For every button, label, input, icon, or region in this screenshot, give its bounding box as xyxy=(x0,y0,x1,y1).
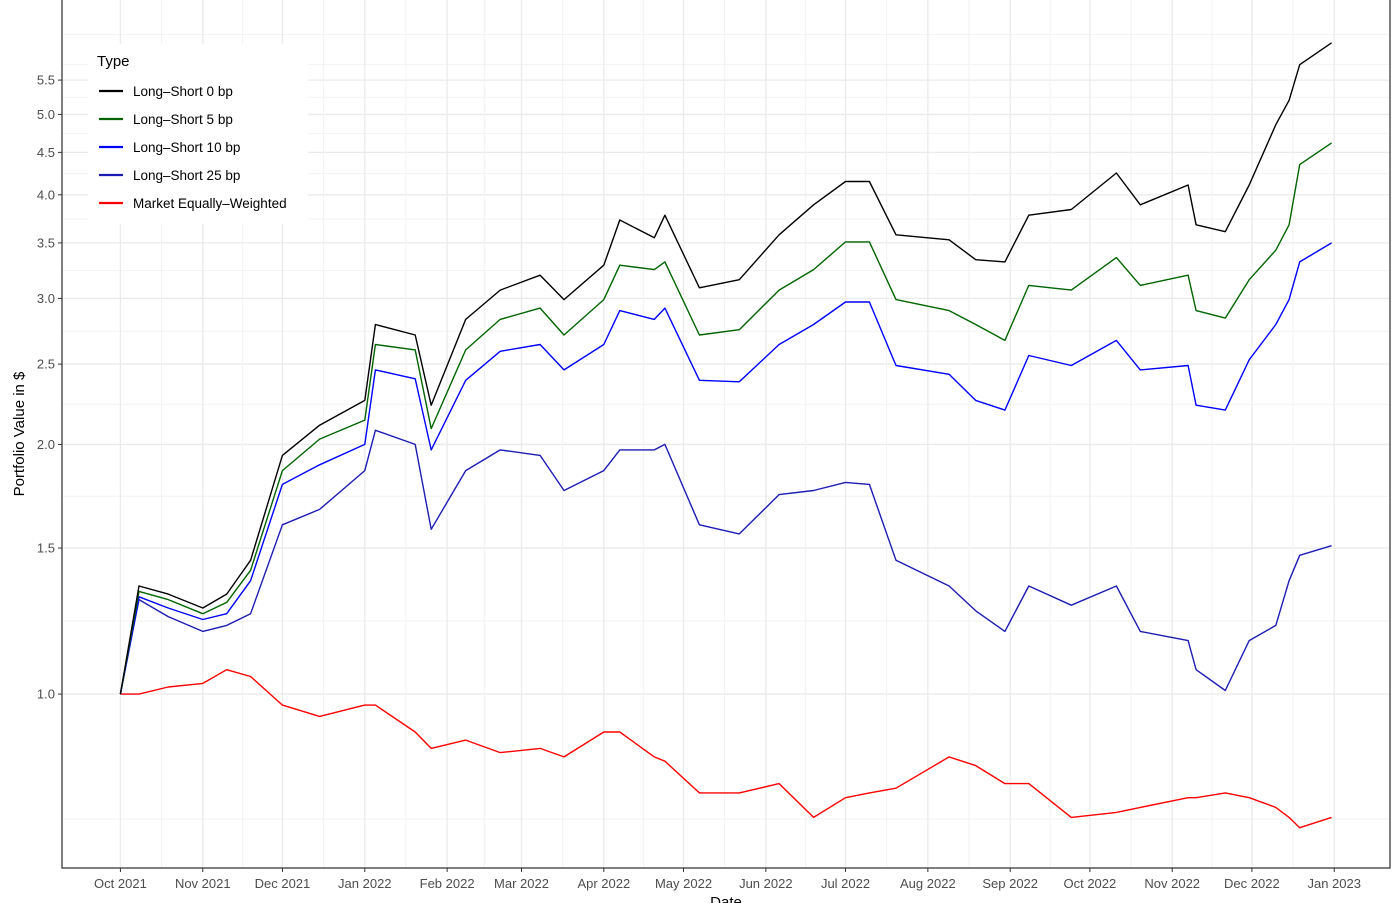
y-tick-label: 1.0 xyxy=(37,687,55,702)
y-tick-label: 1.5 xyxy=(37,541,55,556)
x-tick-label: Jan 2022 xyxy=(338,876,392,891)
x-tick-label: Jan 2023 xyxy=(1307,876,1361,891)
x-tick-label: Sep 2022 xyxy=(982,876,1038,891)
x-tick-label: Nov 2021 xyxy=(175,876,231,891)
legend-label: Long–Short 5 bp xyxy=(133,112,233,127)
x-tick-label: Apr 2022 xyxy=(577,876,630,891)
series-line-long-short-0-bp xyxy=(119,42,1332,695)
series-lines xyxy=(119,42,1332,829)
legend-label: Long–Short 10 bp xyxy=(133,140,240,155)
series-line-long-short-5-bp xyxy=(119,142,1332,695)
x-axis: Oct 2021 Nov 2021 Dec 2021 Jan 2022 Feb 2022… xyxy=(94,868,1361,891)
x-tick-label: Dec 2022 xyxy=(1224,876,1280,891)
x-tick-label: Oct 2021 xyxy=(94,876,147,891)
x-tick-label: Feb 2022 xyxy=(420,876,475,891)
x-tick-label: Oct 2022 xyxy=(1063,876,1116,891)
grid xyxy=(62,0,1390,868)
legend: Type Long–Short 0 bp Long–Short 5 bp Long–… xyxy=(88,44,308,224)
y-tick-label: 2.0 xyxy=(37,437,55,452)
y-tick-label: 3.0 xyxy=(37,291,55,306)
y-tick-label: 3.5 xyxy=(37,235,55,250)
x-tick-label: Aug 2022 xyxy=(900,876,956,891)
y-axis-title: Portfolio Value in $ xyxy=(11,371,28,496)
series-line-long-short-25-bp xyxy=(119,429,1332,695)
series-line-long-short-10-bp xyxy=(119,242,1332,695)
legend-background xyxy=(88,44,308,224)
x-tick-label: May 2022 xyxy=(655,876,712,891)
legend-label: Market Equally–Weighted xyxy=(133,196,287,211)
plot-border xyxy=(61,0,1391,869)
x-tick-label: Nov 2022 xyxy=(1144,876,1200,891)
x-tick-label: Jun 2022 xyxy=(739,876,793,891)
x-axis-title: Date xyxy=(710,894,742,903)
y-tick-label: 4.5 xyxy=(37,145,55,160)
x-tick-label: Mar 2022 xyxy=(494,876,549,891)
x-tick-label: Jul 2022 xyxy=(821,876,870,891)
legend-title: Type xyxy=(97,53,130,70)
series-line-market-equally-weighted xyxy=(120,669,1332,829)
y-tick-label: 5.5 xyxy=(37,73,55,88)
y-tick-label: 5.0 xyxy=(37,107,55,122)
y-axis: 1.0 1.5 2.0 2.5 3.0 3.5 4.0 4.5 5.0 5.5 xyxy=(37,73,62,702)
legend-label: Long–Short 0 bp xyxy=(133,84,233,99)
x-tick-label: Dec 2021 xyxy=(255,876,311,891)
y-tick-label: 2.5 xyxy=(37,357,55,372)
y-tick-label: 4.0 xyxy=(37,187,55,202)
legend-label: Long–Short 25 bp xyxy=(133,168,240,183)
